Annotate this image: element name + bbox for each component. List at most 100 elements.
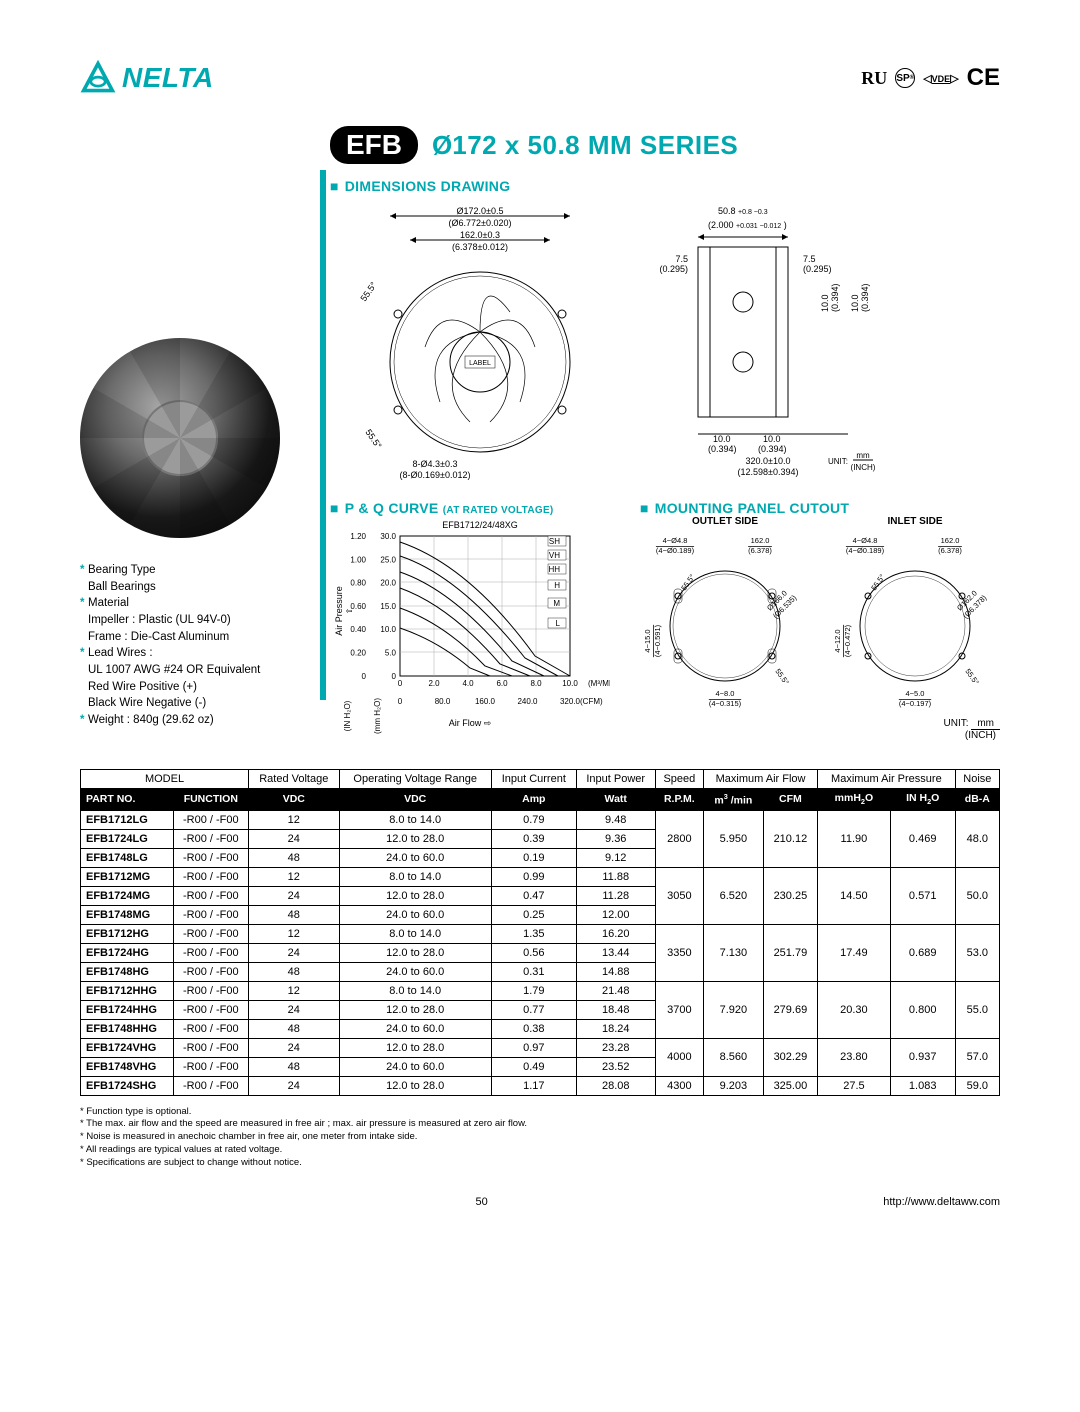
svg-text:(0.394): (0.394) xyxy=(860,283,870,312)
bearing-label: Bearing Type xyxy=(80,562,306,579)
hdr-max-pressure: Maximum Air Pressure xyxy=(818,770,956,789)
svg-text:55.5°: 55.5° xyxy=(963,667,980,687)
svg-text:⇧: ⇧ xyxy=(345,608,354,615)
svg-text:(0.394): (0.394) xyxy=(758,444,787,454)
footer-url: http://www.deltaww.com xyxy=(883,1196,1000,1208)
svg-text:0.80: 0.80 xyxy=(350,579,366,588)
svg-text:6.0: 6.0 xyxy=(496,679,508,688)
table-row: EFB1712MG-R00 / -F00128.0 to 14.00.9911.… xyxy=(81,867,1000,886)
svg-text:4−8.0: 4−8.0 xyxy=(716,689,735,698)
series-title: 172 x 50.8 MM SERIES xyxy=(452,130,738,160)
svg-text:M: M xyxy=(553,599,560,608)
svg-text:(4−Ø0.189): (4−Ø0.189) xyxy=(846,546,885,555)
leads-awg: UL 1007 AWG #24 OR Equivalent xyxy=(80,662,306,679)
svg-text:0.20: 0.20 xyxy=(350,649,366,658)
sub-dba: dB-A xyxy=(955,789,999,811)
dimension-front-drawing: Ø172.0±0.5 (Ø6.772±0.020) 162.0±0.3 (6.3… xyxy=(330,202,630,482)
sub-partno: PART NO. xyxy=(81,789,174,811)
svg-text:2.0: 2.0 xyxy=(428,679,440,688)
svg-text:4−12.0: 4−12.0 xyxy=(833,629,842,652)
sub-rpm: R.P.M. xyxy=(655,789,703,811)
svg-text:10.0: 10.0 xyxy=(713,434,731,444)
svg-text:7.5: 7.5 xyxy=(803,254,816,264)
hdr-max-airflow: Maximum Air Flow xyxy=(704,770,818,789)
svg-text:162.0: 162.0 xyxy=(941,536,960,545)
svg-text:55.5°: 55.5° xyxy=(679,573,696,593)
sub-mmh2o: mmH2O xyxy=(818,789,891,811)
svg-text:8.0: 8.0 xyxy=(530,679,542,688)
svg-text:1.00: 1.00 xyxy=(350,555,366,564)
pq-curve-chart: EFB1712/24/48XG xyxy=(330,516,610,736)
svg-text:10.0: 10.0 xyxy=(820,294,830,312)
svg-text:162.0±0.3: 162.0±0.3 xyxy=(460,230,500,240)
svg-text:(CFM): (CFM) xyxy=(580,697,603,706)
svg-text:240.0: 240.0 xyxy=(517,697,538,706)
leads-red: Red Wire Positive (+) xyxy=(80,679,306,696)
dimensions-heading: ■DIMENSIONS DRAWING xyxy=(330,178,1000,194)
svg-text:(6.378): (6.378) xyxy=(938,546,962,555)
svg-text:Air Flow ⇨: Air Flow ⇨ xyxy=(449,718,492,728)
diameter-symbol: Ø xyxy=(432,130,452,160)
svg-text:8-Ø4.3±0.3: 8-Ø4.3±0.3 xyxy=(413,459,458,469)
svg-text:30.0: 30.0 xyxy=(380,532,396,541)
svg-text:(8-Ø0.169±0.012): (8-Ø0.169±0.012) xyxy=(400,470,471,480)
sub-function: FUNCTION xyxy=(173,789,248,811)
svg-text:20.0: 20.0 xyxy=(380,579,396,588)
accent-bar xyxy=(320,170,326,700)
table-row: EFB1724VHG-R00 / -F002412.0 to 28.00.972… xyxy=(81,1038,1000,1057)
svg-text:4−Ø4.8: 4−Ø4.8 xyxy=(663,536,688,545)
table-row: EFB1712HG-R00 / -F00128.0 to 14.01.3516.… xyxy=(81,924,1000,943)
sub-amp: Amp xyxy=(491,789,576,811)
pq-heading: ■P & Q CURVE (AT RATED VOLTAGE) xyxy=(330,500,630,516)
footnote: The max. air flow and the speed are meas… xyxy=(80,1118,1000,1131)
svg-text:55.5°: 55.5° xyxy=(773,667,790,687)
footnote: All readings are typical values at rated… xyxy=(80,1144,1000,1157)
svg-text:(Ø6.772±0.020): (Ø6.772±0.020) xyxy=(449,218,512,228)
svg-text:0: 0 xyxy=(398,697,403,706)
svg-text:(M³/MIN): (M³/MIN) xyxy=(588,679,610,688)
svg-text:0: 0 xyxy=(398,679,403,688)
svg-text:25.0: 25.0 xyxy=(380,555,396,564)
dimension-side-drawing: 50.8 +0.8 −0.3 (2.000 +0.031 −0.012 ) 7.… xyxy=(658,202,878,482)
svg-text:80.0: 80.0 xyxy=(435,697,451,706)
svg-text:(4−0.197): (4−0.197) xyxy=(899,699,932,708)
leads-black: Black Wire Negative (-) xyxy=(80,695,306,712)
outlet-side-label: OUTLET SIDE xyxy=(640,516,810,527)
svg-text:(12.598±0.394): (12.598±0.394) xyxy=(738,467,799,477)
svg-text:162.0: 162.0 xyxy=(751,536,770,545)
sub-vdc2: VDC xyxy=(339,789,491,811)
weight-label: Weight : 840g (29.62 oz) xyxy=(80,712,306,729)
brand-logo: NELTA xyxy=(80,60,214,96)
svg-text:10.0: 10.0 xyxy=(763,434,781,444)
svg-text:55.5°: 55.5° xyxy=(363,427,384,450)
svg-text:(0.394): (0.394) xyxy=(708,444,737,454)
svg-text:10.0: 10.0 xyxy=(850,294,860,312)
svg-text:1.20: 1.20 xyxy=(350,532,366,541)
mounting-inlet-drawing: 4−Ø4.8 (4−Ø0.189) 162.0 (6.378) Ø162.0 (… xyxy=(830,531,1000,711)
leads-label: Lead Wires : xyxy=(80,645,306,662)
sub-m3min: m3 /min xyxy=(704,789,764,811)
svg-text:mm: mm xyxy=(856,451,870,460)
hdr-rated-voltage: Rated Voltage xyxy=(249,770,340,789)
svg-text:55.5°: 55.5° xyxy=(869,573,886,593)
footnotes: Function type is optional.The max. air f… xyxy=(80,1106,1000,1170)
delta-triangle-icon xyxy=(80,60,116,96)
svg-text:7.5: 7.5 xyxy=(675,254,688,264)
svg-text:LABEL: LABEL xyxy=(469,360,491,367)
svg-text:4−Ø4.8: 4−Ø4.8 xyxy=(853,536,878,545)
svg-text:15.0: 15.0 xyxy=(380,602,396,611)
hdr-noise: Noise xyxy=(955,770,999,789)
svg-text:10.0: 10.0 xyxy=(562,679,578,688)
svg-text:0: 0 xyxy=(362,672,367,681)
svg-text:(4−0.591): (4−0.591) xyxy=(653,624,662,657)
sub-inh2o: IN H2O xyxy=(890,789,955,811)
table-row: EFB1712LG-R00 / -F00128.0 to 14.00.799.4… xyxy=(81,810,1000,829)
svg-text:55.5°: 55.5° xyxy=(358,280,379,303)
svg-text:320.0±10.0: 320.0±10.0 xyxy=(746,456,791,466)
svg-text:4−15.0: 4−15.0 xyxy=(643,629,652,652)
svg-text:50.8 +0.8 −0.3: 50.8 +0.8 −0.3 xyxy=(718,206,768,216)
svg-text:L: L xyxy=(556,619,561,628)
hdr-op-range: Operating Voltage Range xyxy=(339,770,491,789)
hdr-input-power: Input Power xyxy=(576,770,655,789)
svg-text:(0.394): (0.394) xyxy=(830,283,840,312)
